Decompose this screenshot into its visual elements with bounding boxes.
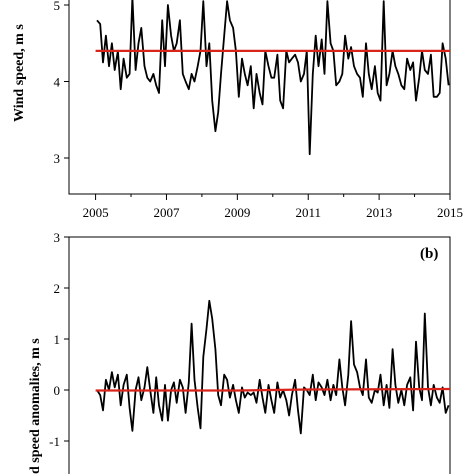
y-tick-label: -1 xyxy=(49,434,60,449)
panel-b-frame xyxy=(68,236,451,474)
panel-a-series xyxy=(95,0,450,156)
y-tick-label: 1 xyxy=(54,332,61,347)
y-tick-label: 3 xyxy=(54,230,61,245)
panel-a-wind-speed: 3 4 5 2005 2007 2009 2011 2013 2015 Wind speed,… xyxy=(12,0,463,220)
series-line-wind-speed xyxy=(96,0,450,156)
x-tick-label: 2011 xyxy=(295,205,321,220)
panel-a-frame xyxy=(68,0,451,195)
panel-b-y-axis-title: d speed anomalies, m s xyxy=(28,338,43,474)
panel-a-x-ticks: 2005 2007 2009 2011 2013 2015 xyxy=(83,194,463,220)
y-tick-label: 4 xyxy=(54,75,61,90)
panel-a-y-ticks: 3 4 5 xyxy=(54,0,69,166)
panel-a-y-axis-title: Wind speed, m s xyxy=(12,24,27,122)
x-tick-label: 2005 xyxy=(83,205,109,220)
x-tick-label: 2015 xyxy=(437,205,463,220)
y-tick-label: 3 xyxy=(54,151,61,166)
y-tick-label: 2 xyxy=(54,281,61,296)
x-tick-label: 2009 xyxy=(224,205,250,220)
panel-b-y-ticks: 3 2 1 0 -1 xyxy=(49,230,69,449)
x-tick-label: 2013 xyxy=(366,205,392,220)
series-line-wind-speed xyxy=(96,299,450,435)
series-line-mean xyxy=(95,387,450,392)
x-tick-label: 2007 xyxy=(153,205,180,220)
y-tick-label: 5 xyxy=(54,0,61,13)
panel-b-label: (b) xyxy=(420,246,438,262)
panel-b-series xyxy=(95,299,450,435)
panel-b-wind-speed-anomalies: 3 2 1 0 -1 (b) d speed anomalies, m s xyxy=(28,230,451,474)
y-tick-label: 0 xyxy=(54,383,61,398)
